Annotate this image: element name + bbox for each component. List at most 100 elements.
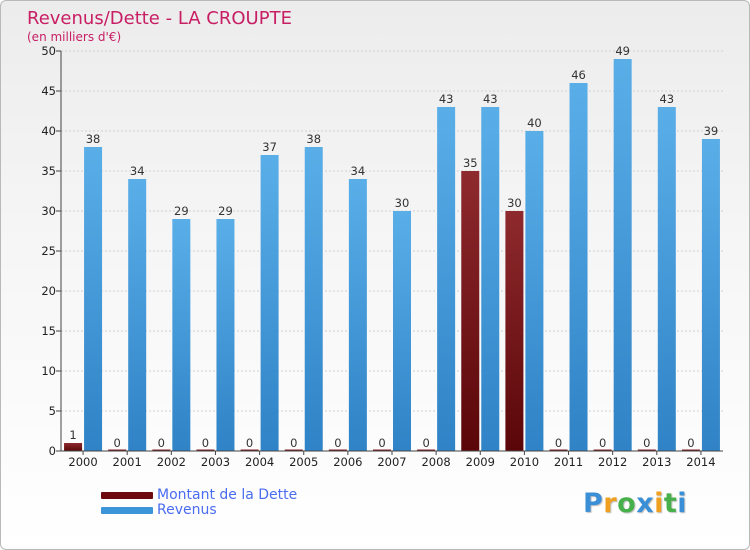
- x-tick-label: 2003: [201, 455, 230, 469]
- bar-revenus: [172, 219, 191, 451]
- x-tick-label: 2004: [245, 455, 274, 469]
- bar-dette: [196, 449, 215, 451]
- data-label-dette: 0: [555, 436, 562, 450]
- data-label-dette: 1: [69, 428, 76, 442]
- data-label-dette: 0: [599, 436, 606, 450]
- data-label-revenus: 43: [483, 92, 498, 106]
- bar-dette: [108, 449, 127, 451]
- bar-dette: [461, 171, 480, 451]
- logo-letter: r: [603, 488, 618, 519]
- bar-revenus: [569, 83, 588, 451]
- y-tick-label: 0: [49, 444, 56, 458]
- data-label-dette: 35: [463, 156, 478, 170]
- chart-subtitle: (en milliers d'€): [27, 30, 121, 44]
- legend: Montant de la Dette Revenus: [101, 488, 297, 518]
- bar-revenus: [613, 59, 632, 451]
- y-tick-label: 25: [41, 244, 56, 258]
- logo-letter: i: [677, 488, 688, 519]
- bar-dette: [328, 449, 347, 451]
- data-label-revenus: 34: [351, 164, 366, 178]
- data-label-dette: 0: [334, 436, 341, 450]
- data-label-revenus: 43: [659, 92, 674, 106]
- data-label-revenus: 38: [86, 132, 101, 146]
- bar-revenus: [260, 155, 279, 451]
- data-label-dette: 0: [643, 436, 650, 450]
- bar-revenus: [216, 219, 235, 451]
- legend-item-dette: Montant de la Dette: [101, 488, 297, 503]
- logo-letter: i: [654, 488, 664, 519]
- data-label-dette: 0: [290, 436, 297, 450]
- data-label-revenus: 40: [527, 116, 542, 130]
- bar-dette: [64, 443, 83, 451]
- data-label-dette: 0: [422, 436, 429, 450]
- x-tick-label: 2007: [377, 455, 406, 469]
- data-label-revenus: 43: [439, 92, 454, 106]
- bar-dette: [681, 449, 700, 451]
- x-tick-label: 2002: [157, 455, 186, 469]
- data-label-revenus: 49: [615, 44, 630, 58]
- data-label-revenus: 46: [571, 68, 586, 82]
- logo-letter: t: [663, 488, 678, 519]
- bar-dette: [240, 449, 259, 451]
- y-tick-label: 5: [49, 404, 56, 418]
- data-label-dette: 0: [158, 436, 165, 450]
- y-tick-label: 35: [41, 164, 56, 178]
- data-label-dette: 0: [246, 436, 253, 450]
- bar-dette: [284, 449, 303, 451]
- logo-letter: o: [617, 488, 637, 519]
- bar-revenus: [304, 147, 323, 451]
- data-label-revenus: 39: [704, 124, 719, 138]
- y-tick-label: 45: [41, 84, 56, 98]
- bar-revenus: [348, 179, 367, 451]
- data-label-revenus: 29: [218, 204, 233, 218]
- data-label-dette: 0: [687, 436, 694, 450]
- y-tick-label: 20: [41, 284, 56, 298]
- data-label-revenus: 34: [130, 164, 145, 178]
- bar-revenus: [393, 211, 411, 451]
- data-label-revenus: 29: [174, 204, 189, 218]
- x-tick-label: 2005: [289, 455, 318, 469]
- y-tick-label: 15: [41, 324, 56, 338]
- legend-swatch-revenus: [101, 507, 153, 514]
- data-label-dette: 0: [378, 436, 385, 450]
- bar-revenus: [657, 107, 676, 451]
- bar-revenus: [481, 107, 500, 451]
- legend-label-revenus: Revenus: [157, 502, 217, 518]
- bar-revenus: [128, 179, 147, 451]
- x-tick-label: 2008: [421, 455, 450, 469]
- y-tick-label: 30: [41, 204, 56, 218]
- data-label-dette: 30: [507, 196, 522, 210]
- x-tick-label: 2000: [68, 455, 97, 469]
- x-tick-label: 2012: [598, 455, 627, 469]
- x-tick-label: 2006: [333, 455, 362, 469]
- bar-dette: [505, 211, 524, 451]
- data-label-dette: 0: [202, 436, 209, 450]
- y-tick-label: 50: [41, 44, 56, 58]
- x-tick-label: 2013: [642, 455, 671, 469]
- bar-dette: [417, 449, 436, 451]
- x-tick-label: 2001: [113, 455, 142, 469]
- bar-revenus: [525, 131, 544, 451]
- data-label-revenus: 30: [395, 196, 410, 210]
- bar-dette: [637, 449, 656, 451]
- legend-item-revenus: Revenus: [101, 503, 297, 518]
- data-label-dette: 0: [114, 436, 121, 450]
- bar-revenus: [437, 107, 456, 451]
- bar-revenus: [701, 139, 720, 451]
- legend-label-dette: Montant de la Dette: [157, 487, 298, 503]
- x-tick-label: 2009: [466, 455, 495, 469]
- bar-dette: [549, 449, 568, 451]
- logo-letter: P: [583, 488, 604, 519]
- bar-dette: [152, 449, 171, 451]
- x-tick-label: 2014: [686, 455, 715, 469]
- data-label-revenus: 37: [262, 140, 277, 154]
- y-tick-label: 40: [41, 124, 56, 138]
- data-label-revenus: 38: [306, 132, 321, 146]
- proxiti-logo: Proxiti: [583, 488, 687, 519]
- bar-revenus: [84, 147, 103, 451]
- bar-dette: [593, 449, 612, 451]
- x-tick-label: 2010: [510, 455, 539, 469]
- bar-dette: [373, 449, 391, 451]
